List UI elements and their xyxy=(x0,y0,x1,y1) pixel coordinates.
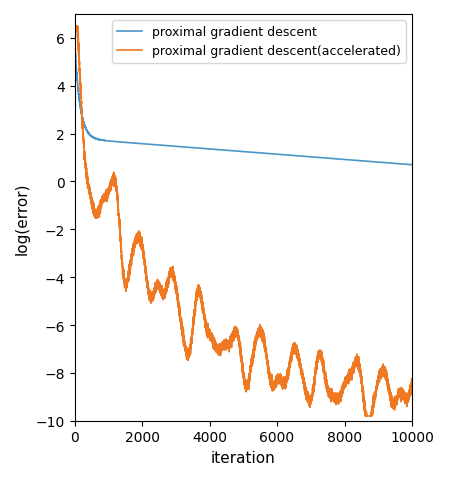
proximal gradient descent(accelerated) xyxy=(305,394,310,400)
Line: proximal gradient descent(accelerated): proximal gradient descent(accelerated) xyxy=(75,27,412,416)
proximal gradient descent xyxy=(300,154,306,160)
proximal gradient descent(accelerated) xyxy=(269,382,274,388)
proximal gradient descent(accelerated) xyxy=(72,24,77,30)
proximal gradient descent xyxy=(138,142,143,147)
proximal gradient descent xyxy=(305,155,310,160)
proximal gradient descent(accelerated) xyxy=(106,191,112,197)
X-axis label: iteration: iteration xyxy=(211,450,276,465)
proximal gradient descent(accelerated) xyxy=(363,413,368,419)
proximal gradient descent xyxy=(106,139,112,144)
Legend: proximal gradient descent, proximal gradient descent(accelerated): proximal gradient descent, proximal grad… xyxy=(112,21,406,63)
proximal gradient descent xyxy=(393,161,399,167)
Y-axis label: log(error): log(error) xyxy=(15,182,30,254)
proximal gradient descent(accelerated) xyxy=(138,235,143,241)
proximal gradient descent(accelerated) xyxy=(393,395,399,400)
proximal gradient descent(accelerated) xyxy=(409,379,415,385)
proximal gradient descent xyxy=(409,163,415,168)
proximal gradient descent xyxy=(72,36,77,42)
proximal gradient descent(accelerated) xyxy=(300,374,306,380)
proximal gradient descent(accelerated) xyxy=(72,36,77,42)
Line: proximal gradient descent: proximal gradient descent xyxy=(75,39,412,166)
proximal gradient descent xyxy=(269,152,274,157)
